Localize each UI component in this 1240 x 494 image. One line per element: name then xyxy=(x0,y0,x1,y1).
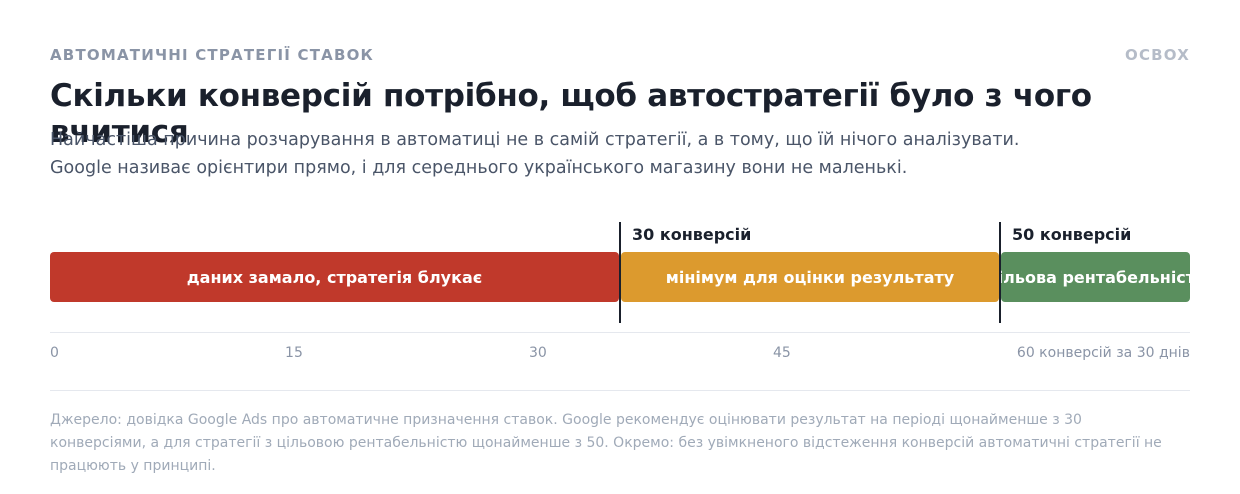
bar-segment: цільова рентабельність xyxy=(1001,252,1190,302)
x-tick-label: 15 xyxy=(285,345,303,361)
threshold-label: 50 конверсій xyxy=(1012,225,1132,244)
bar-segment: даних замало, стратегія блукає xyxy=(50,252,619,302)
x-tick-label: 0 xyxy=(50,345,59,361)
x-tick-label: 60 конверсій за 30 днів xyxy=(1016,345,1190,361)
threshold-line xyxy=(619,222,621,323)
x-tick-label: 30 xyxy=(529,345,547,361)
brand: OCBOX xyxy=(1125,46,1190,64)
rule xyxy=(50,332,1190,333)
x-axis: 0 15 30 45 60 конверсій за 30 днів xyxy=(50,345,1190,361)
segment-label: мінімум для оцінки результату xyxy=(665,267,955,287)
x-tick-label: 45 xyxy=(772,345,791,361)
segment-label: даних замало, стратегія блукає xyxy=(186,267,483,287)
threshold-label: 30 конверсій xyxy=(632,225,752,244)
source-note: Джерело: довідка Google Ads про автомати… xyxy=(50,412,1162,474)
title: Скільки конверсій потрібно, щоб автостра… xyxy=(50,78,1092,150)
rule xyxy=(50,390,1190,391)
threshold-line xyxy=(999,222,1001,323)
segment-label: цільова рентабельність xyxy=(1001,267,1190,287)
chart: 0 15 30 45 60 конверсій за 30 днів даних зам… xyxy=(50,215,1190,395)
kicker: АВТОМАТИЧНІ СТРАТЕГІЇ СТАВОК xyxy=(50,46,374,64)
bar-segment: мінімум для оцінки результату xyxy=(621,252,999,302)
subtitle: Найчастіша причина розчарування в автома… xyxy=(50,130,1020,178)
